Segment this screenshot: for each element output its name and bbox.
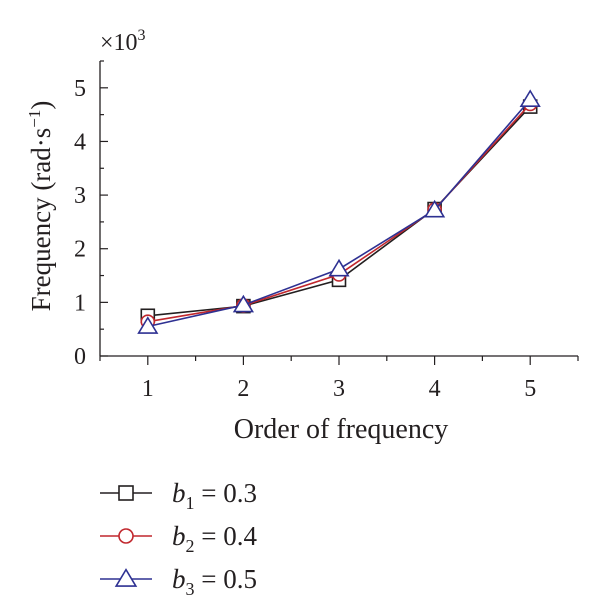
square-marker bbox=[118, 485, 134, 501]
legend-symbol: b bbox=[172, 521, 186, 551]
series-3 bbox=[137, 89, 541, 334]
y-tick-label: 5 bbox=[74, 76, 86, 102]
triangle-marker bbox=[114, 568, 138, 587]
series-line bbox=[147, 103, 531, 323]
x-tick-label: 4 bbox=[429, 376, 441, 402]
y-multiplier-exponent: 3 bbox=[138, 27, 146, 44]
legend-subscript: 3 bbox=[186, 579, 195, 599]
legend-label: b3 = 0.5 bbox=[172, 564, 257, 599]
y-tick-label: 2 bbox=[74, 237, 86, 263]
legend-value: = 0.5 bbox=[195, 564, 257, 594]
x-tick-label: 3 bbox=[333, 376, 345, 402]
legend-value: = 0.3 bbox=[195, 478, 257, 508]
legend: b1 = 0.3b2 = 0.4b3 = 0.5 bbox=[100, 478, 257, 599]
legend-value: = 0.4 bbox=[195, 521, 258, 551]
triangle-marker bbox=[519, 89, 541, 107]
series-line bbox=[147, 99, 531, 328]
legend-item-1: b1 = 0.3 bbox=[100, 478, 257, 513]
series-2 bbox=[140, 96, 538, 329]
series-layer bbox=[137, 89, 541, 334]
y-tick-label: 3 bbox=[74, 183, 86, 209]
y-tick-label: 0 bbox=[74, 344, 86, 370]
legend-label: b2 = 0.4 bbox=[172, 521, 257, 556]
y-tick-label: 4 bbox=[74, 129, 86, 155]
y-tick-label: 1 bbox=[74, 290, 86, 316]
y-axis-label: Frequency (rad·s−1) bbox=[25, 101, 56, 312]
x-axis-label: Order of frequency bbox=[234, 414, 449, 445]
triangle-marker bbox=[328, 258, 350, 277]
legend-subscript: 2 bbox=[186, 536, 195, 556]
legend-symbol: b bbox=[172, 478, 186, 508]
y-axis-label-sup: −1 bbox=[25, 110, 44, 128]
triangle-marker bbox=[137, 316, 159, 334]
legend-subscript: 1 bbox=[186, 493, 195, 513]
triangle-marker bbox=[423, 199, 446, 218]
x-tick-label: 2 bbox=[237, 376, 249, 402]
legend-symbol: b bbox=[172, 564, 186, 594]
series-1 bbox=[140, 99, 538, 324]
circle-marker bbox=[118, 528, 134, 544]
triangle-marker bbox=[232, 294, 255, 313]
x-tick-label: 5 bbox=[524, 376, 536, 402]
legend-item-3: b3 = 0.5 bbox=[100, 564, 257, 599]
y-multiplier: ×103 bbox=[100, 27, 146, 56]
legend-item-2: b2 = 0.4 bbox=[100, 521, 257, 556]
y-axis-label-close: ) bbox=[26, 101, 56, 110]
x-tick-label: 1 bbox=[142, 376, 154, 402]
legend-label: b1 = 0.3 bbox=[172, 478, 257, 513]
axes: 0 1 2 3 4 5 1 2 3 4 5 bbox=[74, 60, 579, 402]
